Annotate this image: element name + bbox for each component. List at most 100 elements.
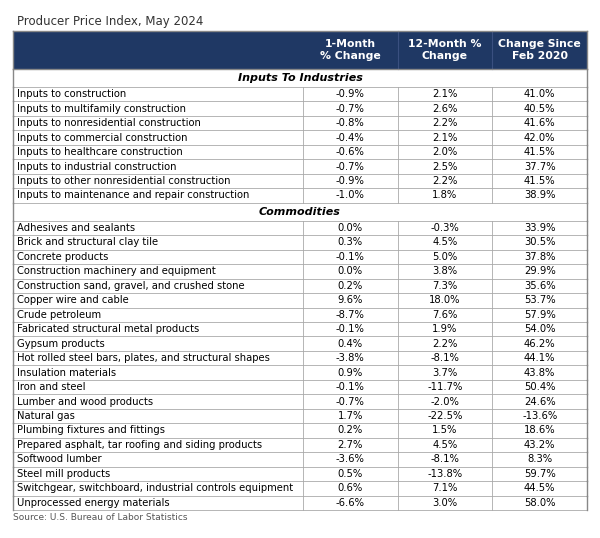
Text: 0.9%: 0.9% xyxy=(338,367,363,378)
Text: Inputs to commercial construction: Inputs to commercial construction xyxy=(17,133,187,143)
Text: -13.6%: -13.6% xyxy=(522,411,557,421)
Bar xyxy=(13,351,587,365)
Text: 1.7%: 1.7% xyxy=(338,411,363,421)
Text: -0.4%: -0.4% xyxy=(336,133,365,143)
Text: 40.5%: 40.5% xyxy=(524,104,556,114)
Text: Unprocessed energy materials: Unprocessed energy materials xyxy=(17,498,170,508)
Text: 0.4%: 0.4% xyxy=(338,338,363,349)
Text: -0.1%: -0.1% xyxy=(336,382,365,392)
Bar xyxy=(13,409,587,423)
Text: 3.0%: 3.0% xyxy=(433,498,457,508)
Text: 2.7%: 2.7% xyxy=(338,440,363,450)
Bar xyxy=(13,495,587,510)
Text: -8.1%: -8.1% xyxy=(430,353,460,363)
Text: -0.9%: -0.9% xyxy=(336,89,365,99)
Text: 44.5%: 44.5% xyxy=(524,483,556,493)
Text: 41.5%: 41.5% xyxy=(524,176,556,186)
Bar xyxy=(13,438,587,452)
Bar xyxy=(13,145,587,159)
Text: 4.5%: 4.5% xyxy=(433,440,458,450)
Bar xyxy=(13,466,587,481)
Text: 24.6%: 24.6% xyxy=(524,397,556,407)
Text: -8.7%: -8.7% xyxy=(336,310,365,320)
Text: Copper wire and cable: Copper wire and cable xyxy=(17,295,129,305)
Text: Construction sand, gravel, and crushed stone: Construction sand, gravel, and crushed s… xyxy=(17,281,245,291)
Bar xyxy=(13,322,587,336)
Text: Inputs To Industries: Inputs To Industries xyxy=(238,73,362,83)
Bar xyxy=(13,452,587,466)
Bar xyxy=(13,235,587,250)
Text: -2.0%: -2.0% xyxy=(430,397,460,407)
Text: Adhesives and sealants: Adhesives and sealants xyxy=(17,223,135,233)
Text: 43.8%: 43.8% xyxy=(524,367,556,378)
Bar xyxy=(13,102,587,116)
Text: Crude petroleum: Crude petroleum xyxy=(17,310,101,320)
Bar xyxy=(13,481,587,495)
Text: 1.5%: 1.5% xyxy=(432,426,458,435)
Bar xyxy=(13,116,587,130)
Text: 44.1%: 44.1% xyxy=(524,353,556,363)
Bar xyxy=(13,203,587,221)
Text: Gypsum products: Gypsum products xyxy=(17,338,105,349)
Text: -1.0%: -1.0% xyxy=(336,190,365,201)
Text: Source: U.S. Bureau of Labor Statistics: Source: U.S. Bureau of Labor Statistics xyxy=(13,513,187,522)
Text: 59.7%: 59.7% xyxy=(524,469,556,479)
Bar xyxy=(13,174,587,188)
Text: 2.2%: 2.2% xyxy=(432,176,458,186)
Text: 3.7%: 3.7% xyxy=(433,367,458,378)
Text: 29.9%: 29.9% xyxy=(524,266,556,277)
Text: Prepared asphalt, tar roofing and siding products: Prepared asphalt, tar roofing and siding… xyxy=(17,440,262,450)
Bar xyxy=(13,336,587,351)
Text: 41.6%: 41.6% xyxy=(524,118,556,128)
Text: Plumbing fixtures and fittings: Plumbing fixtures and fittings xyxy=(17,426,165,435)
Text: 0.5%: 0.5% xyxy=(338,469,363,479)
Text: -0.3%: -0.3% xyxy=(431,223,460,233)
Text: 8.3%: 8.3% xyxy=(527,455,552,464)
Text: 38.9%: 38.9% xyxy=(524,190,556,201)
Bar xyxy=(13,69,587,87)
Text: Steel mill products: Steel mill products xyxy=(17,469,110,479)
Bar xyxy=(13,365,587,380)
Text: Softwood lumber: Softwood lumber xyxy=(17,455,101,464)
Bar xyxy=(13,423,587,438)
Text: Commodities: Commodities xyxy=(259,207,341,217)
Bar xyxy=(13,159,587,174)
Text: Inputs to construction: Inputs to construction xyxy=(17,89,126,99)
Text: 33.9%: 33.9% xyxy=(524,223,556,233)
Text: 50.4%: 50.4% xyxy=(524,382,556,392)
Text: 18.6%: 18.6% xyxy=(524,426,556,435)
Text: 0.6%: 0.6% xyxy=(338,483,363,493)
Bar xyxy=(13,221,587,235)
Text: -0.7%: -0.7% xyxy=(336,397,365,407)
Text: 2.1%: 2.1% xyxy=(432,89,458,99)
Text: 7.6%: 7.6% xyxy=(432,310,458,320)
Text: 41.5%: 41.5% xyxy=(524,147,556,157)
Bar xyxy=(13,87,587,102)
Text: 0.0%: 0.0% xyxy=(338,223,363,233)
Text: 37.7%: 37.7% xyxy=(524,161,556,172)
Text: 7.1%: 7.1% xyxy=(432,483,458,493)
Text: Inputs to nonresidential construction: Inputs to nonresidential construction xyxy=(17,118,201,128)
Text: Switchgear, switchboard, industrial controls equipment: Switchgear, switchboard, industrial cont… xyxy=(17,483,293,493)
Text: 35.6%: 35.6% xyxy=(524,281,556,291)
Text: 0.2%: 0.2% xyxy=(338,281,363,291)
Bar xyxy=(13,308,587,322)
Text: 41.0%: 41.0% xyxy=(524,89,556,99)
Text: -13.8%: -13.8% xyxy=(427,469,463,479)
Text: Change Since
Feb 2020: Change Since Feb 2020 xyxy=(498,39,581,61)
Text: 1.9%: 1.9% xyxy=(432,324,458,334)
Bar xyxy=(13,130,587,145)
Bar xyxy=(13,394,587,409)
Text: 37.8%: 37.8% xyxy=(524,252,556,262)
Bar xyxy=(13,250,587,264)
Text: Natural gas: Natural gas xyxy=(17,411,75,421)
Bar xyxy=(13,380,587,394)
Text: 0.3%: 0.3% xyxy=(338,237,363,247)
Text: 1.8%: 1.8% xyxy=(433,190,458,201)
Text: Inputs to multifamily construction: Inputs to multifamily construction xyxy=(17,104,186,114)
Bar xyxy=(13,264,587,279)
Text: -0.1%: -0.1% xyxy=(336,324,365,334)
Text: -3.6%: -3.6% xyxy=(336,455,365,464)
Text: 2.1%: 2.1% xyxy=(432,133,458,143)
Text: Inputs to other nonresidential construction: Inputs to other nonresidential construct… xyxy=(17,176,230,186)
